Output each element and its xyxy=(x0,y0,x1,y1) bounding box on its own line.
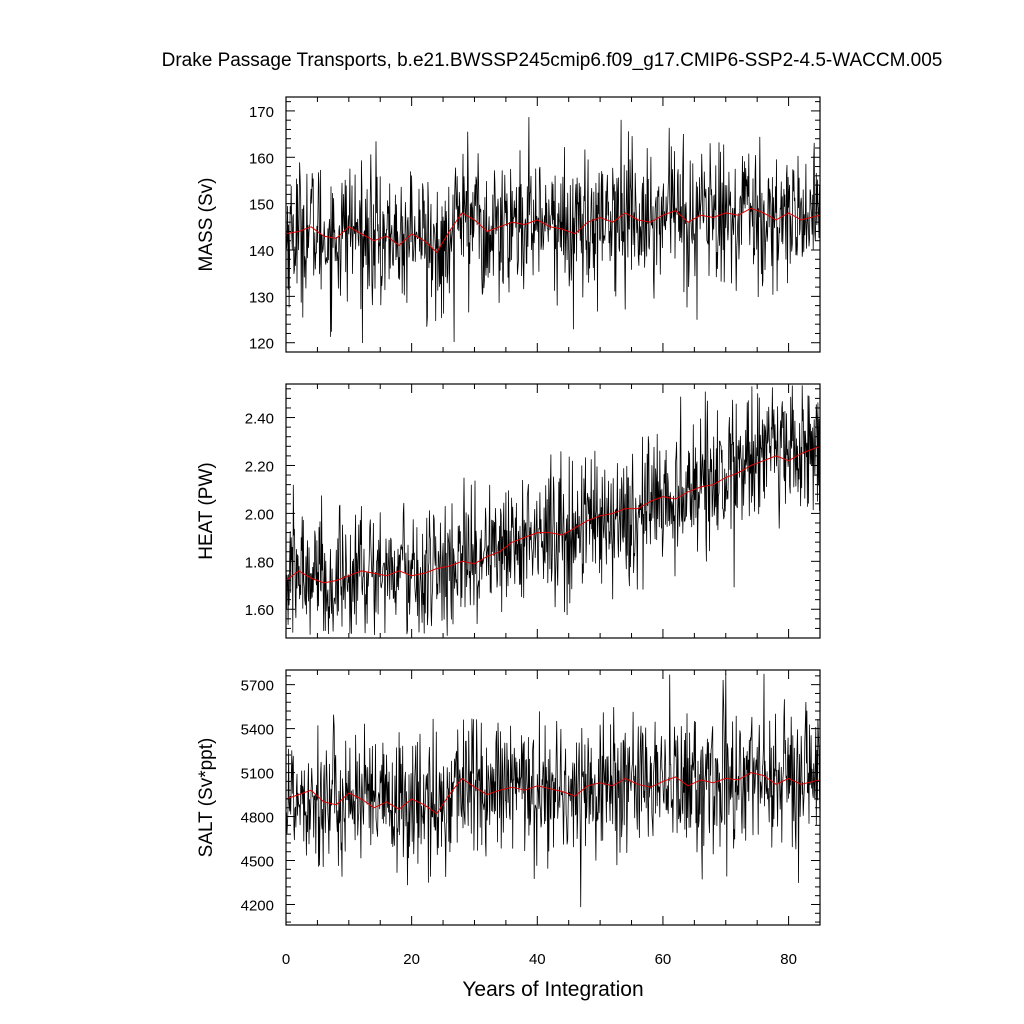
x-tick-label: 20 xyxy=(403,951,420,968)
panel-heat: 1.60 1.80 2.00 2.20 2.40 HEAT (PW) xyxy=(196,383,821,639)
panel-mass: 120 130 140 150 160 170 MASS (Sv) xyxy=(196,96,821,353)
x-axis-label: Years of Integration xyxy=(462,978,643,1001)
y-tick-label-mass: 130 xyxy=(249,289,274,306)
plot-frame-heat xyxy=(285,383,821,639)
y-tick-label-mass: 170 xyxy=(249,104,274,121)
y-tick-label-salt: 5400 xyxy=(241,722,274,739)
series-mass-monthly xyxy=(285,117,821,344)
y-tick-label-salt: 5100 xyxy=(241,766,274,783)
series-heat-running-mean xyxy=(285,445,821,584)
series-salt-running-mean xyxy=(285,772,821,815)
plot-frame-salt xyxy=(285,669,821,926)
y-axis-label-heat: HEAT (PW) xyxy=(196,462,217,559)
panels-group: 120 130 140 150 160 170 MASS (Sv) 1.60 1.80 2.00 2… xyxy=(196,96,821,968)
y-axis-label-mass: MASS (Sv) xyxy=(196,178,217,272)
chart-title: Drake Passage Transports, b.e21.BWSSP245… xyxy=(162,50,943,71)
plot-frame-mass xyxy=(285,96,821,353)
y-tick-label-heat: 2.00 xyxy=(245,506,274,523)
y-axis-label-salt: SALT (Sv*ppt) xyxy=(196,738,217,858)
y-tick-label-salt: 4500 xyxy=(241,854,274,871)
x-tick-label: 0 xyxy=(282,951,290,968)
series-salt-monthly xyxy=(285,673,821,908)
x-tick-label: 40 xyxy=(529,951,546,968)
y-tick-label-salt: 4200 xyxy=(241,897,274,914)
y-tick-label-salt: 5700 xyxy=(241,678,274,695)
series-heat-monthly xyxy=(285,385,821,636)
y-tick-label-heat: 1.60 xyxy=(245,602,274,619)
x-tick-label: 80 xyxy=(780,951,797,968)
y-tick-label-mass: 120 xyxy=(249,336,274,353)
x-tick-label: 60 xyxy=(655,951,672,968)
y-tick-label-mass: 150 xyxy=(249,197,274,214)
y-tick-label-salt: 4800 xyxy=(241,810,274,827)
y-tick-label-heat: 2.20 xyxy=(245,458,274,475)
y-tick-label-heat: 2.40 xyxy=(245,411,274,428)
y-tick-label-mass: 160 xyxy=(249,150,274,167)
y-tick-label-heat: 1.80 xyxy=(245,554,274,571)
panel-salt: 4200 4500 4800 5100 5400 5700 SALT (Sv*ppt) xyxy=(196,669,821,926)
series-mass-running-mean xyxy=(285,207,821,253)
y-tick-label-mass: 140 xyxy=(249,243,274,260)
